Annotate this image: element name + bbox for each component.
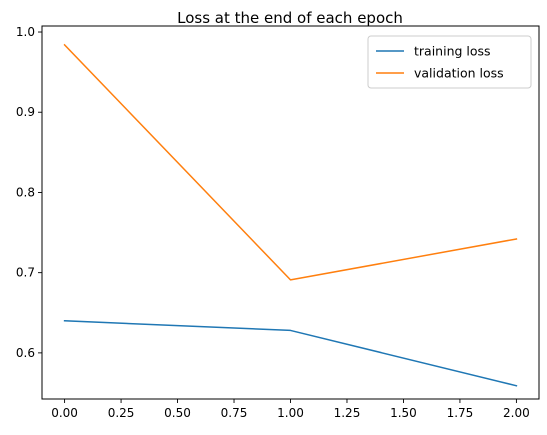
legend-label: validation loss: [414, 66, 504, 81]
chart-title: Loss at the end of each epoch: [177, 9, 403, 27]
series-lines: [63, 43, 518, 387]
y-tick-label: 1.0: [16, 25, 35, 39]
legend: training loss validation loss: [367, 35, 532, 89]
y-tick-label: 0.8: [16, 185, 35, 199]
x-tick-label: 0.25: [108, 406, 135, 420]
legend-label: training loss: [414, 44, 491, 59]
x-tick-label: 1.25: [334, 406, 361, 420]
legend-box: [367, 35, 532, 89]
x-tick-label: 1.75: [447, 406, 474, 420]
y-tick-label: 0.7: [16, 266, 35, 280]
x-axis: 0.00 0.25 0.50 0.75 1.00 1.25 1.50 1.75 2.00: [51, 399, 530, 420]
x-tick-label: 0.75: [221, 406, 248, 420]
x-tick-label: 2.00: [503, 406, 530, 420]
y-axis: 0.6 0.7 0.8 0.9 1.0: [16, 25, 42, 360]
y-tick-label: 0.9: [16, 105, 35, 119]
x-tick-label: 1.50: [390, 406, 417, 420]
x-tick-label: 1.00: [277, 406, 304, 420]
series-line-validation-loss: [63, 43, 518, 281]
x-tick-label: 0.00: [51, 406, 78, 420]
series-line-training-loss: [63, 320, 518, 387]
x-tick-label: 0.50: [164, 406, 191, 420]
y-tick-label: 0.6: [16, 346, 35, 360]
